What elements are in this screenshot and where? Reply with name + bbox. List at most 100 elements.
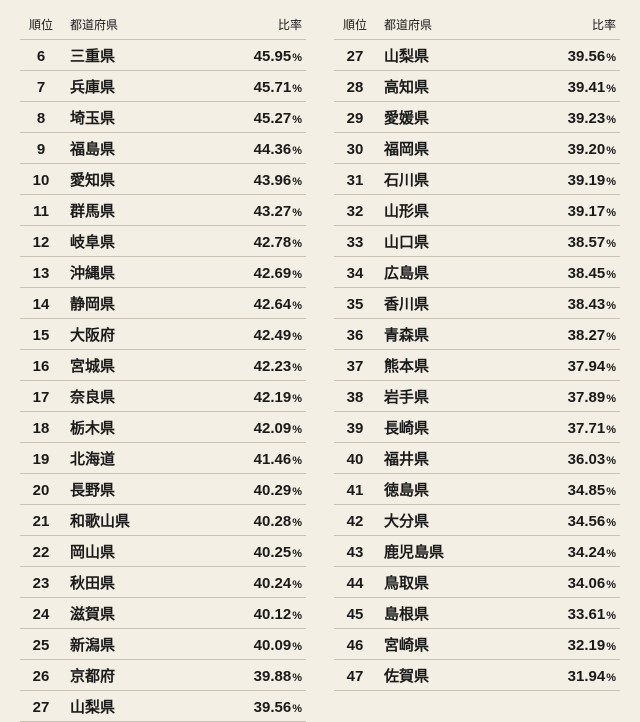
- ratio-cell: 42.19%: [236, 389, 306, 406]
- percent-suffix: %: [292, 486, 302, 498]
- table-row: 41徳島県34.85%: [334, 474, 620, 505]
- pref-cell: 徳島県: [376, 479, 550, 500]
- rank-cell: 34: [334, 265, 376, 282]
- pref-cell: 沖縄県: [62, 262, 236, 283]
- ratio-cell: 40.24%: [236, 575, 306, 592]
- rank-cell: 17: [20, 389, 62, 406]
- ratio-cell: 40.09%: [236, 637, 306, 654]
- table-row: 38岩手県37.89%: [334, 381, 620, 412]
- rank-cell: 9: [20, 141, 62, 158]
- right-column: 順位 都道府県 比率 27山梨県39.56%28高知県39.41%29愛媛県39…: [334, 12, 620, 628]
- ratio-cell: 37.94%: [550, 358, 620, 375]
- table-header: 順位 都道府県 比率: [20, 12, 306, 40]
- table-row: 24滋賀県40.12%: [20, 598, 306, 629]
- pref-cell: 鳥取県: [376, 572, 550, 593]
- rank-cell: 35: [334, 296, 376, 313]
- rank-cell: 47: [334, 668, 376, 685]
- ratio-cell: 45.71%: [236, 79, 306, 96]
- pref-cell: 奈良県: [62, 386, 236, 407]
- table-row: 42大分県34.56%: [334, 505, 620, 536]
- rank-cell: 39: [334, 420, 376, 437]
- pref-cell: 香川県: [376, 293, 550, 314]
- percent-suffix: %: [292, 393, 302, 405]
- percent-suffix: %: [606, 486, 616, 498]
- rank-cell: 13: [20, 265, 62, 282]
- table-row: 46宮崎県32.19%: [334, 629, 620, 660]
- ratio-cell: 39.56%: [550, 48, 620, 65]
- percent-suffix: %: [292, 455, 302, 467]
- percent-suffix: %: [606, 238, 616, 250]
- pref-cell: 滋賀県: [62, 603, 236, 624]
- table-row: 9福島県44.36%: [20, 133, 306, 164]
- percent-suffix: %: [606, 331, 616, 343]
- rank-cell: 38: [334, 389, 376, 406]
- percent-suffix: %: [292, 672, 302, 684]
- rank-cell: 8: [20, 110, 62, 127]
- percent-suffix: %: [292, 424, 302, 436]
- pref-cell: 山梨県: [376, 45, 550, 66]
- percent-suffix: %: [292, 362, 302, 374]
- ratio-cell: 33.61%: [550, 606, 620, 623]
- table-row: 27山梨県39.56%: [334, 40, 620, 71]
- rank-cell: 41: [334, 482, 376, 499]
- pref-cell: 福井県: [376, 448, 550, 469]
- percent-suffix: %: [292, 238, 302, 250]
- ratio-cell: 43.27%: [236, 203, 306, 220]
- percent-suffix: %: [606, 672, 616, 684]
- left-column: 順位 都道府県 比率 6三重県45.95%7兵庫県45.71%8埼玉県45.27…: [20, 12, 306, 628]
- rank-cell: 11: [20, 203, 62, 220]
- rank-cell: 21: [20, 513, 62, 530]
- percent-suffix: %: [292, 579, 302, 591]
- header-rank: 順位: [334, 16, 376, 33]
- table-row: 15大阪府42.49%: [20, 319, 306, 350]
- percent-suffix: %: [606, 114, 616, 126]
- table-header: 順位 都道府県 比率: [334, 12, 620, 40]
- rank-cell: 26: [20, 668, 62, 685]
- rank-cell: 19: [20, 451, 62, 468]
- percent-suffix: %: [292, 641, 302, 653]
- table-row: 40福井県36.03%: [334, 443, 620, 474]
- pref-cell: 島根県: [376, 603, 550, 624]
- header-pref: 都道府県: [62, 16, 236, 33]
- ratio-cell: 45.95%: [236, 48, 306, 65]
- percent-suffix: %: [606, 548, 616, 560]
- rank-cell: 31: [334, 172, 376, 189]
- pref-cell: 栃木県: [62, 417, 236, 438]
- percent-suffix: %: [606, 362, 616, 374]
- percent-suffix: %: [292, 145, 302, 157]
- pref-cell: 岐阜県: [62, 231, 236, 252]
- ratio-cell: 34.24%: [550, 544, 620, 561]
- percent-suffix: %: [606, 610, 616, 622]
- pref-cell: 埼玉県: [62, 107, 236, 128]
- ratio-cell: 36.03%: [550, 451, 620, 468]
- ratio-cell: 38.57%: [550, 234, 620, 251]
- rank-cell: 29: [334, 110, 376, 127]
- percent-suffix: %: [292, 331, 302, 343]
- ratio-cell: 34.06%: [550, 575, 620, 592]
- rank-cell: 32: [334, 203, 376, 220]
- pref-cell: 北海道: [62, 448, 236, 469]
- header-pref: 都道府県: [376, 16, 550, 33]
- pref-cell: 新潟県: [62, 634, 236, 655]
- percent-suffix: %: [292, 548, 302, 560]
- ratio-cell: 43.96%: [236, 172, 306, 189]
- header-rank: 順位: [20, 16, 62, 33]
- percent-suffix: %: [606, 300, 616, 312]
- ratio-cell: 42.23%: [236, 358, 306, 375]
- ratio-cell: 42.78%: [236, 234, 306, 251]
- ratio-cell: 39.41%: [550, 79, 620, 96]
- table-row: 31石川県39.19%: [334, 164, 620, 195]
- rank-cell: 33: [334, 234, 376, 251]
- table-row: 35香川県38.43%: [334, 288, 620, 319]
- pref-cell: 京都府: [62, 665, 236, 686]
- pref-cell: 山形県: [376, 200, 550, 221]
- table-row: 33山口県38.57%: [334, 226, 620, 257]
- ratio-cell: 34.85%: [550, 482, 620, 499]
- rank-cell: 27: [334, 48, 376, 65]
- rank-cell: 10: [20, 172, 62, 189]
- percent-suffix: %: [606, 83, 616, 95]
- ratio-cell: 40.29%: [236, 482, 306, 499]
- ratio-cell: 39.20%: [550, 141, 620, 158]
- right-rows: 27山梨県39.56%28高知県39.41%29愛媛県39.23%30福岡県39…: [334, 40, 620, 691]
- table-row: 36青森県38.27%: [334, 319, 620, 350]
